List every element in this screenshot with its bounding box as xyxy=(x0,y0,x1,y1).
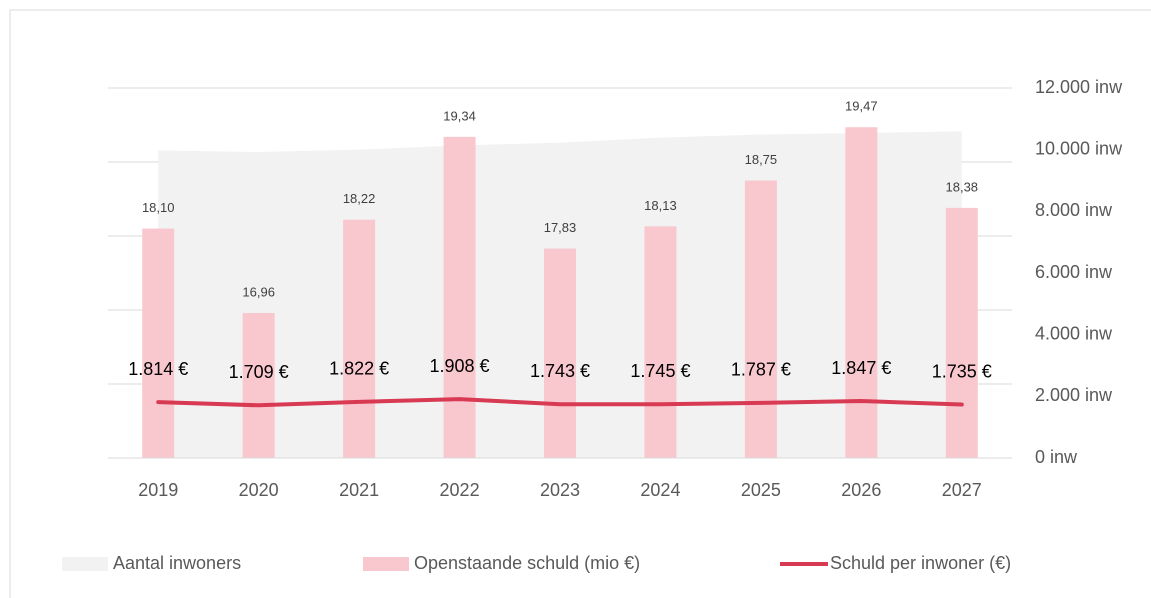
legend-label: Schuld per inwoner (€) xyxy=(830,553,1011,573)
bar-value-label: 19,47 xyxy=(845,99,878,114)
bar-value-label: 18,38 xyxy=(946,179,979,194)
line-value-label: 1.743 € xyxy=(530,361,590,381)
bar xyxy=(343,219,376,458)
line-value-label: 1.814 € xyxy=(128,359,188,379)
line-value-label: 1.709 € xyxy=(229,362,289,382)
bar-value-label: 17,83 xyxy=(544,220,577,235)
x-tick-label: 2026 xyxy=(841,480,881,500)
bar xyxy=(644,226,677,458)
bar xyxy=(845,127,878,458)
bar xyxy=(744,180,777,458)
line xyxy=(156,397,964,408)
x-tick-label: 2027 xyxy=(942,480,982,500)
bar xyxy=(544,248,576,458)
bar-value-label: 18,22 xyxy=(343,191,376,206)
y2-tick-label: 2.000 inw xyxy=(1035,385,1113,405)
bar-value-label: 16,96 xyxy=(242,284,275,299)
y2-tick-label: 8.000 inw xyxy=(1035,200,1113,220)
x-tick-label: 2021 xyxy=(339,480,379,500)
bar-value-label: 18,10 xyxy=(142,200,175,215)
bar xyxy=(142,228,175,458)
legend-label: Openstaande schuld (mio €) xyxy=(414,553,640,573)
bar-value-label: 18,13 xyxy=(644,198,677,213)
bar xyxy=(443,136,476,458)
line-value-label: 1.822 € xyxy=(329,359,389,379)
y2-tick-label: 12.000 inw xyxy=(1035,77,1123,97)
x-tick-label: 2023 xyxy=(540,480,580,500)
x-tick-label: 2019 xyxy=(138,480,178,500)
line-value-label: 1.787 € xyxy=(731,360,791,380)
legend-label: Aantal inwoners xyxy=(113,553,241,573)
line-value-label: 1.908 € xyxy=(430,356,490,376)
y2-tick-label: 0 inw xyxy=(1035,447,1078,467)
bar-value-label: 19,34 xyxy=(443,108,476,123)
y2-tick-label: 10.000 inw xyxy=(1035,138,1123,158)
x-tick-label: 2024 xyxy=(640,480,680,500)
bar xyxy=(242,312,275,458)
line-value-label: 1.735 € xyxy=(932,361,992,381)
y2-tick-label: 4.000 inw xyxy=(1035,323,1113,343)
bar xyxy=(945,207,978,458)
bar-value-label: 18,75 xyxy=(745,152,778,167)
legend-swatch xyxy=(62,557,108,571)
y2-tick-label: 6.000 inw xyxy=(1035,262,1113,282)
line-value-label: 1.745 € xyxy=(630,361,690,381)
x-tick-label: 2020 xyxy=(239,480,279,500)
x-tick-label: 2022 xyxy=(440,480,480,500)
line-value-label: 1.847 € xyxy=(831,358,891,378)
legend-swatch xyxy=(363,557,409,571)
x-tick-label: 2025 xyxy=(741,480,781,500)
